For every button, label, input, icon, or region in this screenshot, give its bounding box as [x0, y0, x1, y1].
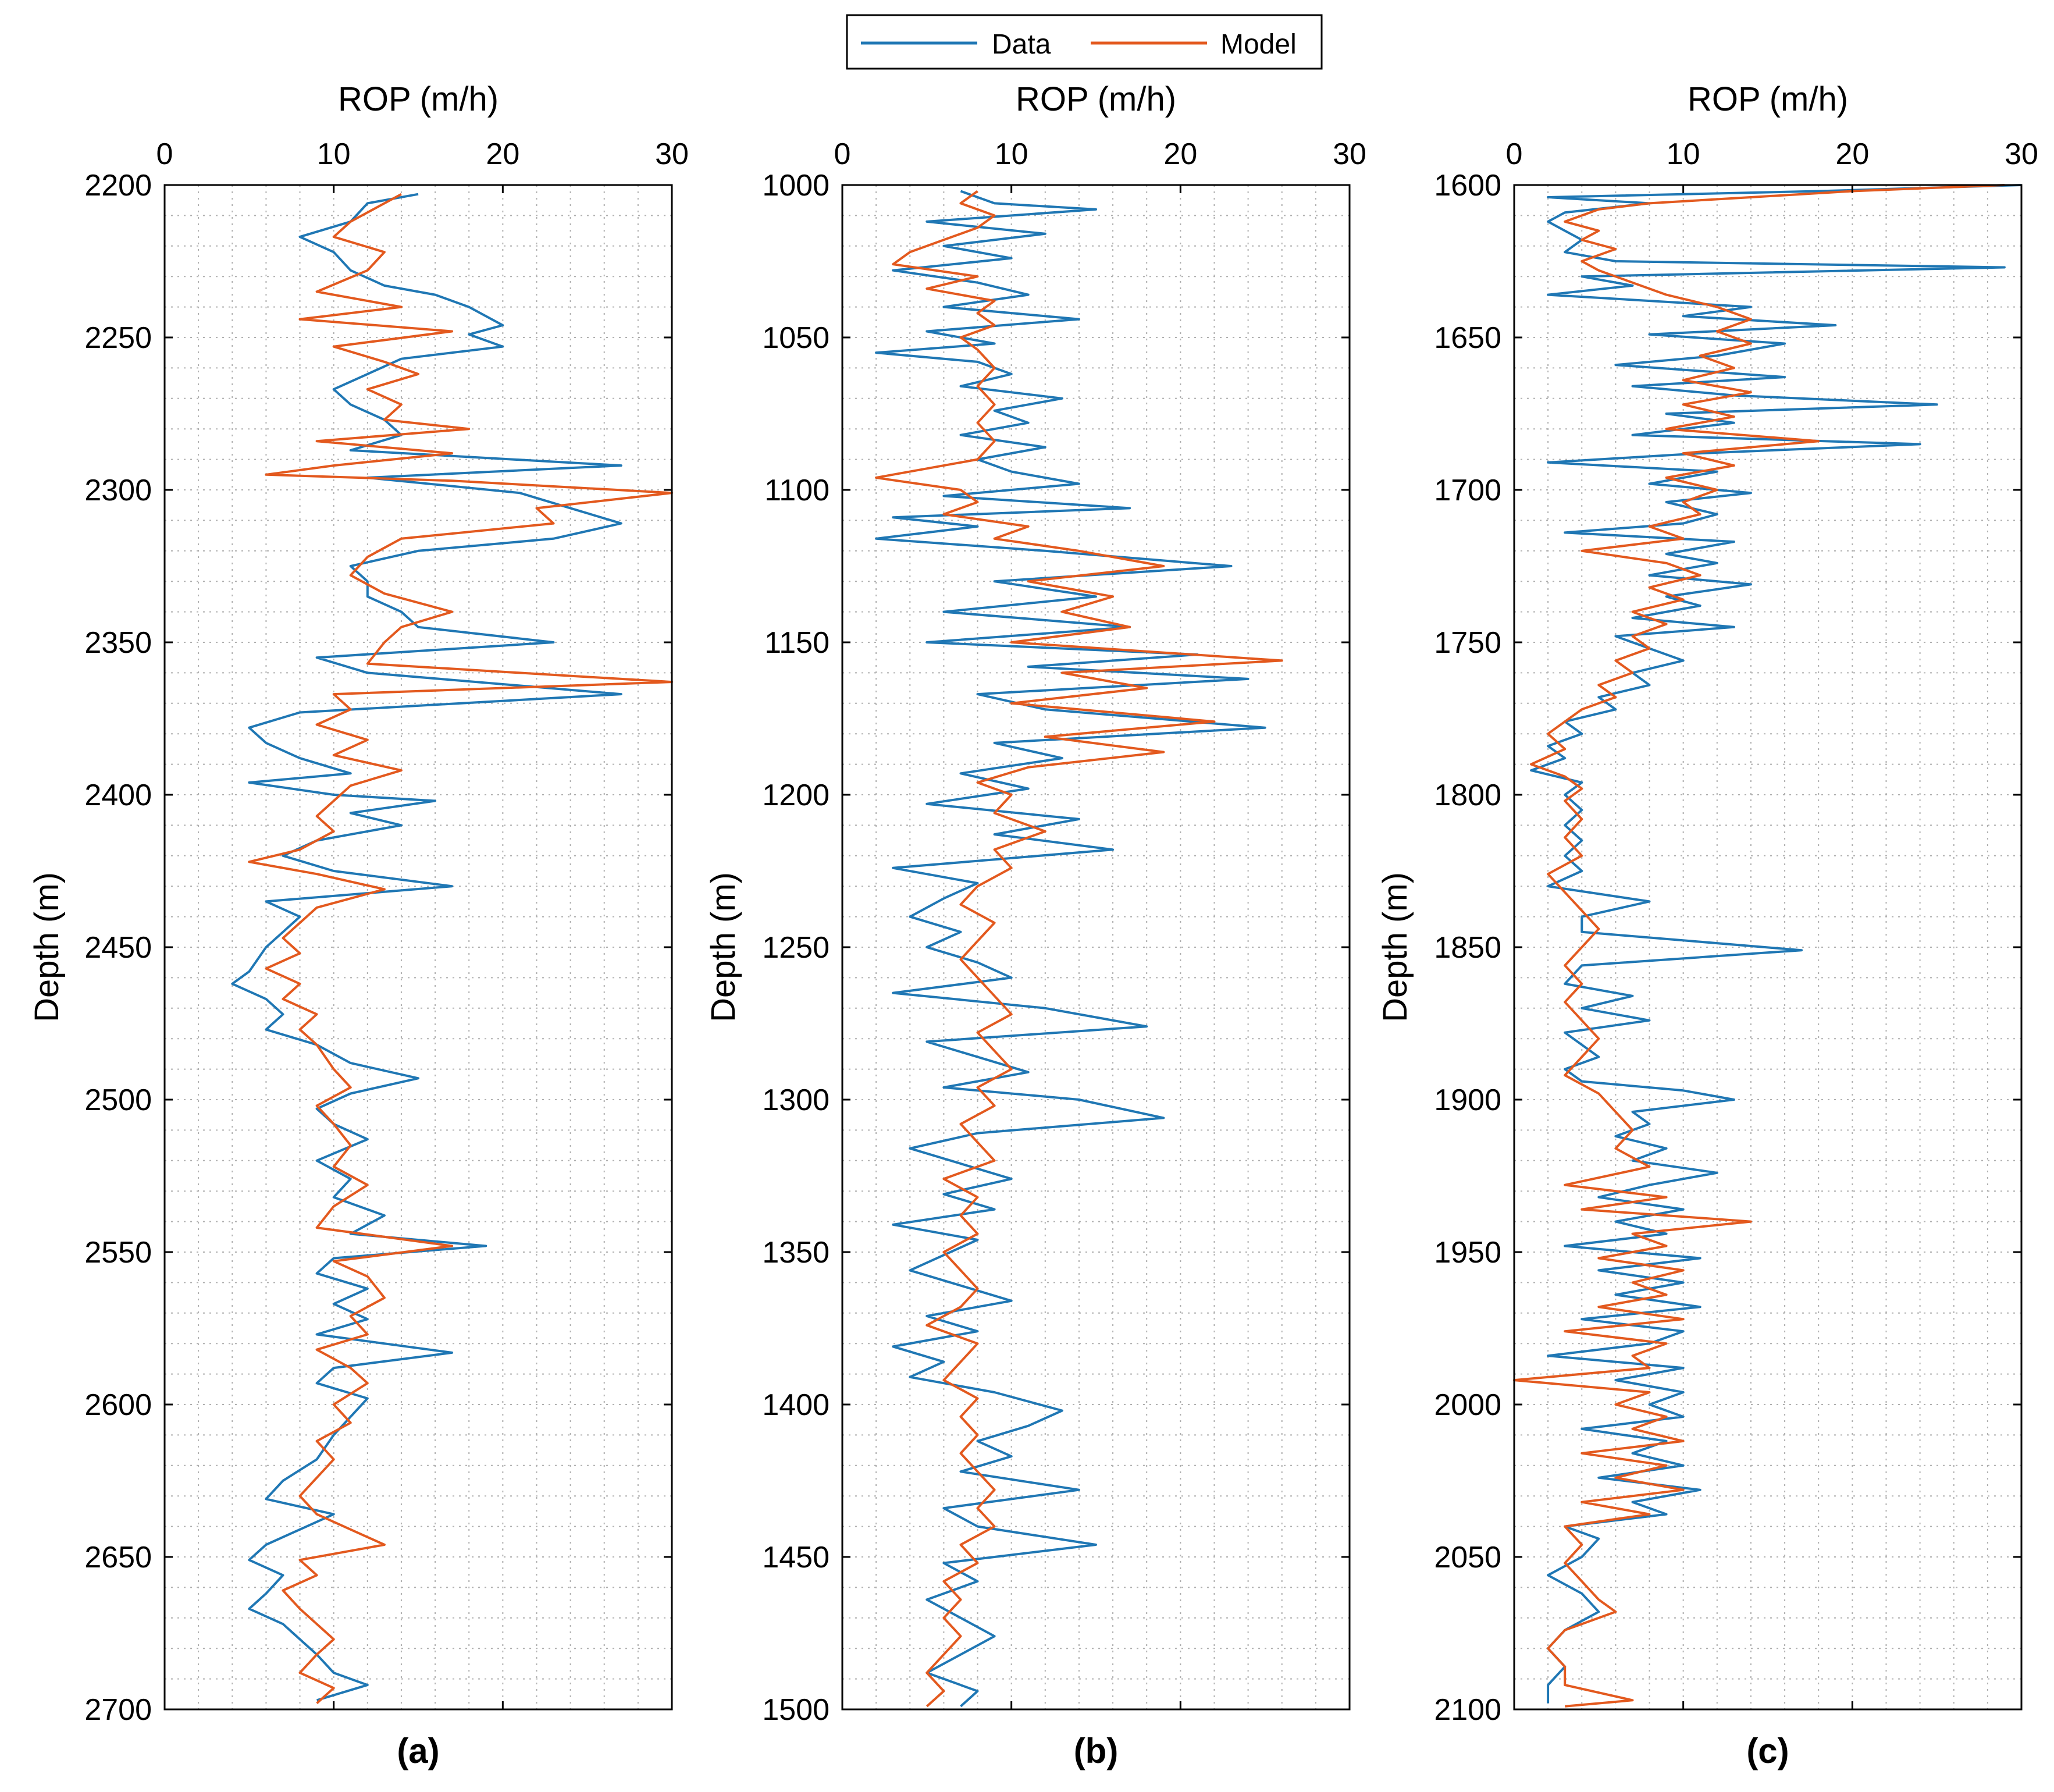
panel-c-x-tick-label: 0 — [1506, 137, 1523, 171]
panel-a-x-tick-label: 20 — [486, 137, 519, 171]
panel-c-y-tick-label: 1750 — [1434, 626, 1501, 660]
panel-b-x-tick-label: 0 — [834, 137, 851, 171]
panel-c-x-tick-label: 30 — [2005, 137, 2038, 171]
panel-b-y-tick-label: 1200 — [762, 778, 830, 812]
panel-c-y-tick-label: 1850 — [1434, 931, 1501, 965]
panel-a-series — [231, 193, 673, 1704]
legend-data-label: Data — [992, 29, 1051, 60]
panel-a-x-tick-label: 10 — [317, 137, 351, 171]
panel-a-y-tick-label: 2650 — [84, 1541, 152, 1574]
panel-c-x-title: ROP (m/h) — [1688, 80, 1848, 118]
legend: Data Model — [846, 14, 1323, 70]
panel-b-y-tick-label: 1400 — [762, 1388, 830, 1422]
panel-c-axis-ticks: 0 10 20 30 1600 1650 1700 1750 1800 1850 1900 1950 2… — [1434, 137, 2038, 1727]
panel-b-y-tick-label: 1450 — [762, 1541, 830, 1574]
panel-b-model-line — [875, 190, 1283, 1708]
panel-a: 0 10 20 30 2200 2250 2300 2350 2400 2450 2500 2550 2… — [28, 80, 689, 1770]
panel-b-axis-ticks: 0 10 20 30 1000 1050 1100 1150 1200 1250 1300 1350 1… — [762, 137, 1366, 1727]
panel-c-series — [1513, 184, 2022, 1708]
panel-c-y-tick-label: 2100 — [1434, 1693, 1501, 1727]
panel-b-x-title: ROP (m/h) — [1016, 80, 1176, 118]
panel-c: 0 10 20 30 1600 1650 1700 1750 1800 1850 1900 1950 2… — [1376, 80, 2038, 1770]
panel-b-x-tick-label: 10 — [995, 137, 1028, 171]
panel-c-y-title: Depth (m) — [1376, 872, 1414, 1022]
panel-b-y-tick-label: 1300 — [762, 1083, 830, 1117]
panel-c-y-tick-label: 2000 — [1434, 1388, 1501, 1422]
panel-a-y-title: Depth (m) — [28, 872, 66, 1022]
panel-b: 0 10 20 30 1000 1050 1100 1150 1200 1250 1300 1350 1… — [704, 80, 1366, 1770]
panel-b-y-tick-label: 1050 — [762, 321, 830, 355]
panel-c-y-tick-label: 1800 — [1434, 778, 1501, 812]
panel-a-x-tick-label: 0 — [156, 137, 173, 171]
panel-a-axis-ticks: 0 10 20 30 2200 2250 2300 2350 2400 2450 2500 2550 2… — [84, 137, 689, 1727]
panel-b-y-tick-label: 1100 — [764, 474, 830, 507]
panel-a-y-tick-label: 2700 — [84, 1693, 152, 1727]
panel-a-x-title: ROP (m/h) — [338, 80, 499, 118]
panel-a-y-tick-label: 2500 — [84, 1083, 152, 1117]
panel-a-grid — [165, 185, 672, 1709]
panel-b-grid — [842, 185, 1350, 1709]
panel-a-model-line — [248, 193, 673, 1704]
panel-a-x-tick-label: 30 — [655, 137, 689, 171]
panel-a-y-tick-label: 2600 — [84, 1388, 152, 1422]
panel-c-x-tick-label: 10 — [1667, 137, 1700, 171]
panel-c-grid — [1514, 185, 2021, 1709]
panel-c-y-tick-label: 2050 — [1434, 1541, 1501, 1574]
panel-a-label: (a) — [397, 1731, 439, 1770]
panel-c-y-tick-label: 1900 — [1434, 1083, 1501, 1117]
panel-a-y-tick-label: 2400 — [84, 778, 152, 812]
panel-b-y-tick-label: 1150 — [764, 626, 830, 660]
panel-c-y-tick-label: 1950 — [1434, 1236, 1501, 1270]
panel-a-y-tick-label: 2300 — [84, 474, 152, 507]
panel-a-background — [165, 185, 672, 1709]
panel-b-y-tick-label: 1350 — [762, 1236, 830, 1270]
panel-b-y-tick-label: 1250 — [762, 931, 830, 965]
panel-c-label: (c) — [1746, 1731, 1789, 1770]
panel-b-label: (b) — [1074, 1731, 1119, 1770]
panel-a-y-tick-label: 2450 — [84, 931, 152, 965]
panel-a-y-tick-label: 2200 — [84, 169, 152, 202]
panel-c-y-tick-label: 1700 — [1434, 474, 1501, 507]
panel-b-x-tick-label: 20 — [1163, 137, 1197, 171]
panel-c-y-tick-label: 1600 — [1434, 169, 1501, 202]
panel-a-y-tick-label: 2550 — [84, 1236, 152, 1270]
panel-b-y-tick-label: 1500 — [762, 1693, 830, 1727]
panel-a-y-tick-label: 2250 — [84, 321, 152, 355]
panel-c-x-tick-label: 20 — [1835, 137, 1869, 171]
panel-c-y-tick-label: 1650 — [1434, 321, 1501, 355]
panel-b-y-title: Depth (m) — [704, 872, 742, 1022]
panel-b-data-line — [875, 190, 1266, 1708]
panel-b-background — [842, 185, 1350, 1709]
legend-model-label: Model — [1220, 29, 1297, 60]
panel-b-y-tick-label: 1000 — [762, 169, 830, 202]
panel-b-x-tick-label: 30 — [1333, 137, 1366, 171]
panel-b-series — [875, 190, 1283, 1708]
panel-a-y-tick-label: 2350 — [84, 626, 152, 660]
panel-c-model-line — [1513, 184, 2005, 1708]
